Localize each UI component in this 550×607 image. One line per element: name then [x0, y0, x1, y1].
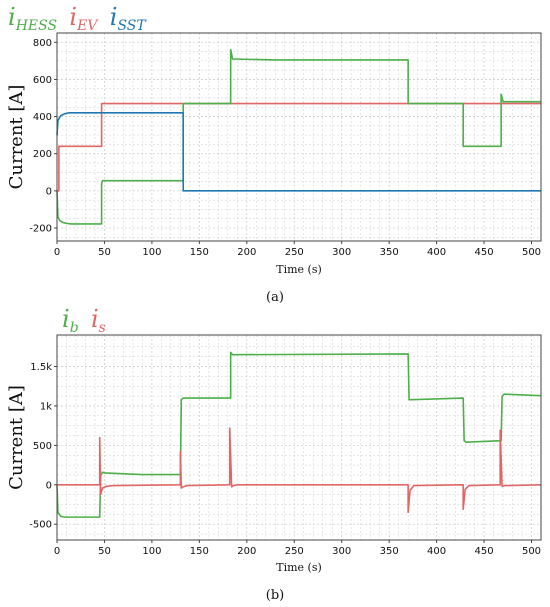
x-tick-label: 100 — [142, 546, 161, 557]
caption-b: (b) — [266, 588, 284, 603]
grid-b — [56, 335, 542, 540]
x-tick-label: 250 — [285, 546, 304, 557]
series-b — [56, 351, 542, 518]
x-tick-label: 150 — [190, 247, 209, 258]
legend-item-sub-a-1: EV — [76, 18, 99, 34]
legend-b: ib is — [62, 305, 106, 336]
plot-frame-b — [56, 334, 542, 541]
x-tick-label: 200 — [237, 546, 256, 557]
legend-item-sub-a-2: SST — [117, 18, 147, 34]
series-line-a-2 — [56, 112, 541, 192]
legend-item-a-2: i — [110, 3, 118, 31]
series-a — [56, 48, 541, 225]
x-tick-label: 0 — [54, 247, 60, 258]
legend-item-a-0: i — [8, 3, 16, 31]
x-axis-label-b: Time (s) — [276, 561, 322, 574]
legend-item-sub-b-0: b — [70, 320, 79, 336]
x-tick-label: 450 — [475, 546, 494, 557]
y-tick-label: 0 — [46, 480, 52, 491]
x-tick-label: 350 — [380, 546, 399, 557]
x-tick-label: 0 — [54, 546, 60, 557]
legend-a: iHESS iEV iSST — [8, 3, 147, 34]
y-tick-label: 400 — [33, 112, 52, 123]
y-tick-label: -200 — [29, 224, 52, 235]
y-tick-label: 600 — [33, 75, 52, 86]
x-tick-label: 200 — [237, 247, 256, 258]
series-line-a-1 — [56, 48, 541, 225]
x-tick-label: 450 — [475, 247, 494, 258]
x-tick-label: 400 — [427, 247, 446, 258]
series-line-b-1 — [57, 427, 542, 514]
x-tick-label: 400 — [427, 546, 446, 557]
plot-area-a — [57, 33, 541, 241]
x-tick-label: 300 — [332, 247, 351, 258]
x-tick-label: 50 — [98, 546, 111, 557]
plot-area-b — [57, 335, 541, 540]
ticks-b: 0 50 100 150 200 250 300 350 400 450 500 -500 0 500 1k… — [29, 362, 541, 557]
y-axis-label-a: Current [A] — [6, 85, 27, 190]
x-tick-label: 250 — [285, 247, 304, 258]
plot-frame-a — [56, 32, 542, 242]
x-tick-label: 300 — [332, 546, 351, 557]
y-tick-label: 0 — [46, 186, 52, 197]
x-tick-label: 350 — [380, 247, 399, 258]
y-tick-label: -500 — [29, 520, 52, 531]
legend-item-a-1: i — [69, 3, 77, 31]
series-line-b-0 — [56, 351, 542, 518]
chart-b: 0 50 100 150 200 250 300 350 400 450 500 -500 0 500 1k… — [6, 305, 542, 603]
x-tick-label: 50 — [98, 247, 111, 258]
y-tick-label: 500 — [33, 441, 52, 452]
x-tick-label: 500 — [522, 247, 541, 258]
y-axis-label-b: Current [A] — [6, 385, 27, 490]
chart-a: 0 50 100 150 200 250 300 350 400 450 500 -200 0 200 40… — [6, 3, 542, 305]
grid-a — [56, 32, 542, 241]
legend-item-b-0: i — [62, 305, 70, 333]
x-tick-label: 500 — [522, 546, 541, 557]
x-tick-label: 150 — [190, 546, 209, 557]
y-tick-label: 1k — [40, 401, 52, 412]
legend-item-sub-a-0: HESS — [15, 18, 57, 34]
y-tick-label: 800 — [33, 38, 52, 49]
x-axis-label-a: Time (s) — [276, 263, 322, 276]
ticks-a: 0 50 100 150 200 250 300 350 400 450 500 -200 0 200 40… — [29, 38, 541, 258]
y-tick-label: 200 — [33, 149, 52, 160]
caption-a: (a) — [266, 290, 284, 305]
y-tick-label: 1.5k — [30, 362, 52, 373]
x-tick-label: 100 — [142, 247, 161, 258]
legend-item-sub-b-1: s — [99, 320, 106, 336]
legend-item-b-1: i — [91, 305, 99, 333]
